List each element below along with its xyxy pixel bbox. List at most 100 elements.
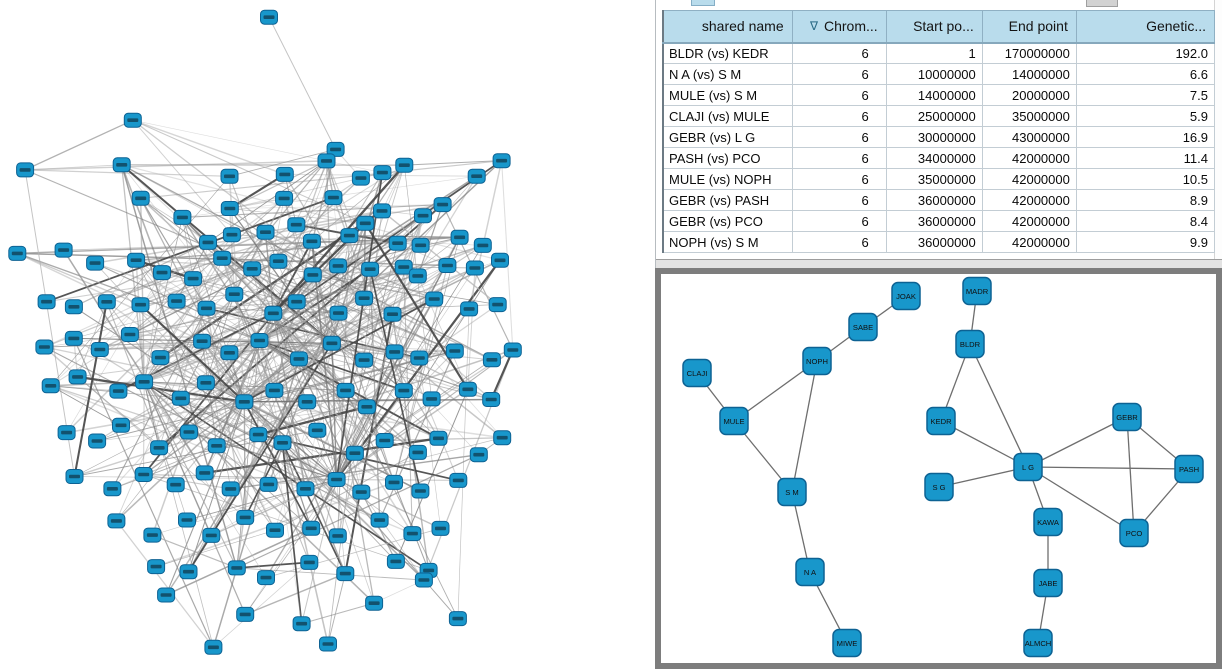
table-cell[interactable]: 35000000 (885, 168, 983, 190)
table-cell[interactable]: 10.5 (1075, 168, 1216, 190)
node-ALMCH[interactable]: ALMCH (1023, 628, 1053, 658)
table-cell[interactable]: 192.0 (1075, 42, 1216, 64)
table-row[interactable]: GEBR (vs) PASH 6 36000000 42000000 8.9 (662, 189, 1216, 211)
overview-node[interactable] (302, 233, 321, 249)
node-GEBR[interactable]: GEBR (1112, 402, 1142, 432)
overview-node[interactable] (171, 390, 190, 406)
overview-node[interactable] (292, 616, 311, 632)
overview-node[interactable] (150, 440, 169, 456)
overview-node[interactable] (179, 564, 198, 580)
overview-node[interactable] (196, 375, 215, 391)
table-cell[interactable]: 42000000 (981, 189, 1077, 211)
overview-node[interactable] (235, 394, 254, 410)
overview-node[interactable] (302, 520, 321, 536)
column-header-chromosome[interactable]: ∇ Chrom... (791, 10, 887, 44)
table-cell[interactable]: 6 (791, 147, 887, 169)
table-cell[interactable]: 34000000 (885, 147, 983, 169)
overview-node[interactable] (319, 636, 337, 652)
overview-node[interactable] (259, 476, 278, 492)
edge-LG-GEBR[interactable] (1027, 416, 1128, 468)
overview-node[interactable] (199, 234, 217, 250)
overview-node[interactable] (265, 382, 284, 398)
table-cell[interactable]: MULE (vs) S M (662, 84, 793, 106)
overview-node[interactable] (260, 9, 278, 25)
node-MULE[interactable]: MULE (719, 406, 749, 436)
table-cell[interactable]: CLAJI (vs) MULE (662, 105, 793, 127)
node-JOAK[interactable]: JOAK (891, 281, 921, 311)
node-MADR[interactable]: MADR (962, 276, 992, 306)
overview-node[interactable] (482, 352, 501, 368)
node-KEDR[interactable]: KEDR (926, 406, 956, 436)
table-cell[interactable]: 5.9 (1075, 105, 1216, 127)
table-cell[interactable]: 42000000 (981, 231, 1077, 253)
overview-node[interactable] (375, 433, 394, 448)
table-row[interactable]: MULE (vs) NOPH 6 35000000 42000000 10.5 (662, 168, 1216, 190)
overview-node[interactable] (57, 425, 76, 441)
node-JABE[interactable]: JABE (1033, 568, 1063, 598)
table-cell[interactable]: 35000000 (981, 105, 1077, 127)
overview-node[interactable] (287, 217, 306, 233)
overview-node[interactable] (411, 237, 430, 253)
overview-node[interactable] (221, 481, 240, 497)
overview-node[interactable] (134, 467, 153, 482)
overview-node[interactable] (365, 595, 384, 611)
table-cell[interactable]: 6 (791, 63, 887, 85)
table-cell[interactable]: 42000000 (981, 210, 1077, 232)
edge-GEBR-PCO[interactable] (1126, 416, 1135, 534)
overview-node[interactable] (147, 559, 166, 575)
overview-node[interactable] (64, 330, 83, 346)
overview-node[interactable] (225, 286, 244, 302)
table-cell[interactable]: BLDR (vs) KEDR (662, 42, 793, 64)
overview-node[interactable] (135, 374, 154, 390)
overview-node[interactable] (112, 417, 130, 433)
table-cell[interactable]: PASH (vs) PCO (662, 147, 793, 169)
overview-node[interactable] (249, 427, 268, 443)
table-cell[interactable]: MULE (vs) NOPH (662, 168, 793, 190)
overview-node[interactable] (298, 394, 317, 410)
overview-node[interactable] (329, 305, 348, 321)
overview-node[interactable] (340, 228, 359, 244)
node-CLAJI[interactable]: CLAJI (682, 358, 712, 388)
overview-node[interactable] (317, 153, 336, 169)
overview-node[interactable] (213, 250, 232, 266)
table-row[interactable]: NOPH (vs) S M 6 36000000 42000000 9.9 (662, 231, 1216, 253)
table-row[interactable]: MULE (vs) S M 6 14000000 20000000 7.5 (662, 84, 1216, 106)
overview-node[interactable] (465, 260, 484, 276)
table-cell[interactable]: 6 (791, 231, 887, 253)
table-cell[interactable]: 8.4 (1075, 210, 1216, 232)
overview-node[interactable] (322, 335, 341, 351)
table-cell[interactable]: 6 (791, 105, 887, 127)
detail-network-canvas[interactable]: JOAK MADR SABE NOPH BLDR CLAJI MULE KEDR GEBR L G… (661, 274, 1216, 663)
overview-node[interactable] (64, 299, 83, 315)
node-PASH[interactable]: PASH (1174, 454, 1204, 484)
node-KAWA[interactable]: KAWA (1033, 507, 1063, 537)
edge-BLDR-LG[interactable] (969, 343, 1029, 468)
overview-node[interactable] (422, 391, 441, 407)
overview-node[interactable] (328, 528, 347, 544)
overview-node[interactable] (41, 378, 60, 394)
overview-node[interactable] (264, 305, 283, 321)
node-BLDR[interactable]: BLDR (955, 329, 985, 359)
overview-node[interactable] (403, 526, 422, 542)
overview-node[interactable] (243, 261, 262, 277)
overview-node[interactable] (385, 344, 404, 360)
table-cell[interactable]: 14000000 (981, 63, 1077, 85)
overview-node[interactable] (329, 258, 348, 274)
overview-node[interactable] (90, 342, 109, 357)
overview-node[interactable] (207, 438, 226, 454)
overview-node[interactable] (236, 509, 255, 525)
overview-node[interactable] (373, 165, 392, 181)
overview-node[interactable] (197, 300, 216, 316)
table-row[interactable]: CLAJI (vs) MULE 6 25000000 35000000 5.9 (662, 105, 1216, 127)
overview-node[interactable] (257, 570, 275, 586)
overview-node[interactable] (410, 350, 429, 366)
overview-node[interactable] (97, 294, 116, 310)
overview-node[interactable] (361, 261, 380, 277)
overview-node[interactable] (266, 522, 284, 538)
table-cell[interactable]: 36000000 (885, 210, 983, 232)
table-row[interactable]: BLDR (vs) KEDR 6 1 170000000 192.0 (662, 42, 1216, 64)
overview-node[interactable] (35, 339, 54, 355)
column-header-start-point[interactable]: Start po... (885, 10, 983, 44)
overview-node[interactable] (431, 520, 450, 536)
table-cell[interactable]: 30000000 (885, 126, 983, 148)
